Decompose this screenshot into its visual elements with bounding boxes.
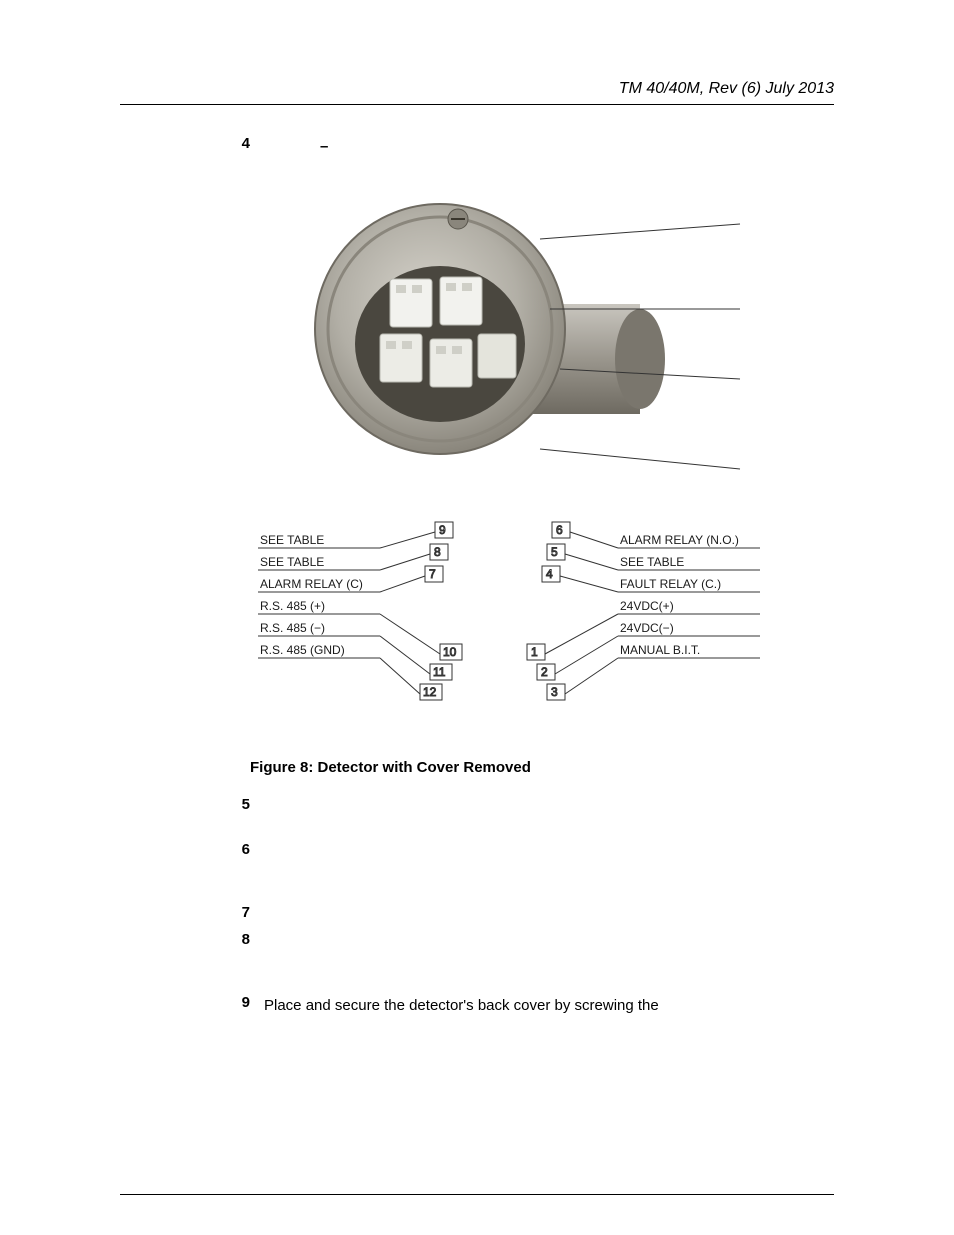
svg-text:12: 12 <box>423 685 437 699</box>
svg-text:ALARM RELAY (N.O.): ALARM RELAY (N.O.) <box>620 533 739 547</box>
svg-text:2: 2 <box>541 665 548 679</box>
step-7-num: 7 <box>220 904 264 921</box>
svg-text:R.S. 485 (−): R.S. 485 (−) <box>260 621 325 635</box>
svg-text:6: 6 <box>556 523 563 537</box>
svg-text:24VDC(+): 24VDC(+) <box>620 599 674 613</box>
step-4-num: 4 <box>220 135 264 152</box>
step-9-num: 9 <box>220 994 264 1011</box>
step-9-text: Place and secure the detector's back cov… <box>264 994 834 1018</box>
step-4-text: – <box>264 135 834 159</box>
svg-text:8: 8 <box>434 545 441 559</box>
wiring-diagram-svg: SEE TABLE SEE TABLE ALARM RELAY (C) R.S.… <box>240 514 800 734</box>
barrel-end <box>615 309 665 409</box>
svg-text:R.S. 485 (+): R.S. 485 (+) <box>260 599 325 613</box>
svg-text:7: 7 <box>429 567 436 581</box>
step-6-num: 6 <box>220 841 264 858</box>
step-8: 8 <box>120 931 834 948</box>
figure-detector: SEE TABLE SEE TABLE ALARM RELAY (C) R.S.… <box>240 169 834 739</box>
svg-text:ALARM RELAY (C): ALARM RELAY (C) <box>260 577 363 591</box>
svg-text:9: 9 <box>439 523 446 537</box>
svg-text:3: 3 <box>551 685 558 699</box>
step-7: 7 <box>120 904 834 921</box>
step-5: 5 <box>120 796 834 813</box>
svg-text:SEE TABLE: SEE TABLE <box>260 555 324 569</box>
figure-caption: Figure 8: Detector with Cover Removed <box>250 759 834 776</box>
step-8-num: 8 <box>220 931 264 948</box>
wiring-right: ALARM RELAY (N.O.) SEE TABLE FAULT RELAY… <box>527 522 760 700</box>
svg-text:1: 1 <box>531 645 538 659</box>
step-5-num: 5 <box>220 796 264 813</box>
step-9: 9 Place and secure the detector's back c… <box>120 994 834 1018</box>
page-header: TM 40/40M, Rev (6) July 2013 <box>120 80 834 105</box>
detector-photo-svg <box>240 169 800 509</box>
svg-text:MANUAL B.I.T.: MANUAL B.I.T. <box>620 643 700 657</box>
svg-text:5: 5 <box>551 545 558 559</box>
wiring-left: SEE TABLE SEE TABLE ALARM RELAY (C) R.S.… <box>258 522 462 700</box>
doc-ref: TM 40/40M, Rev (6) July 2013 <box>619 80 834 97</box>
svg-text:11: 11 <box>433 665 446 679</box>
svg-text:SEE TABLE: SEE TABLE <box>260 533 324 547</box>
svg-text:FAULT RELAY (C.): FAULT RELAY (C.) <box>620 577 721 591</box>
svg-text:10: 10 <box>443 645 457 659</box>
page-footer-rule <box>120 1194 834 1195</box>
step-4: 4 – <box>120 135 834 159</box>
step-6: 6 <box>120 841 834 858</box>
svg-text:24VDC(−): 24VDC(−) <box>620 621 674 635</box>
svg-text:4: 4 <box>546 567 553 581</box>
svg-text:SEE TABLE: SEE TABLE <box>620 555 684 569</box>
page: TM 40/40M, Rev (6) July 2013 4 – <box>0 0 954 1235</box>
svg-text:R.S. 485 (GND): R.S. 485 (GND) <box>260 643 345 657</box>
